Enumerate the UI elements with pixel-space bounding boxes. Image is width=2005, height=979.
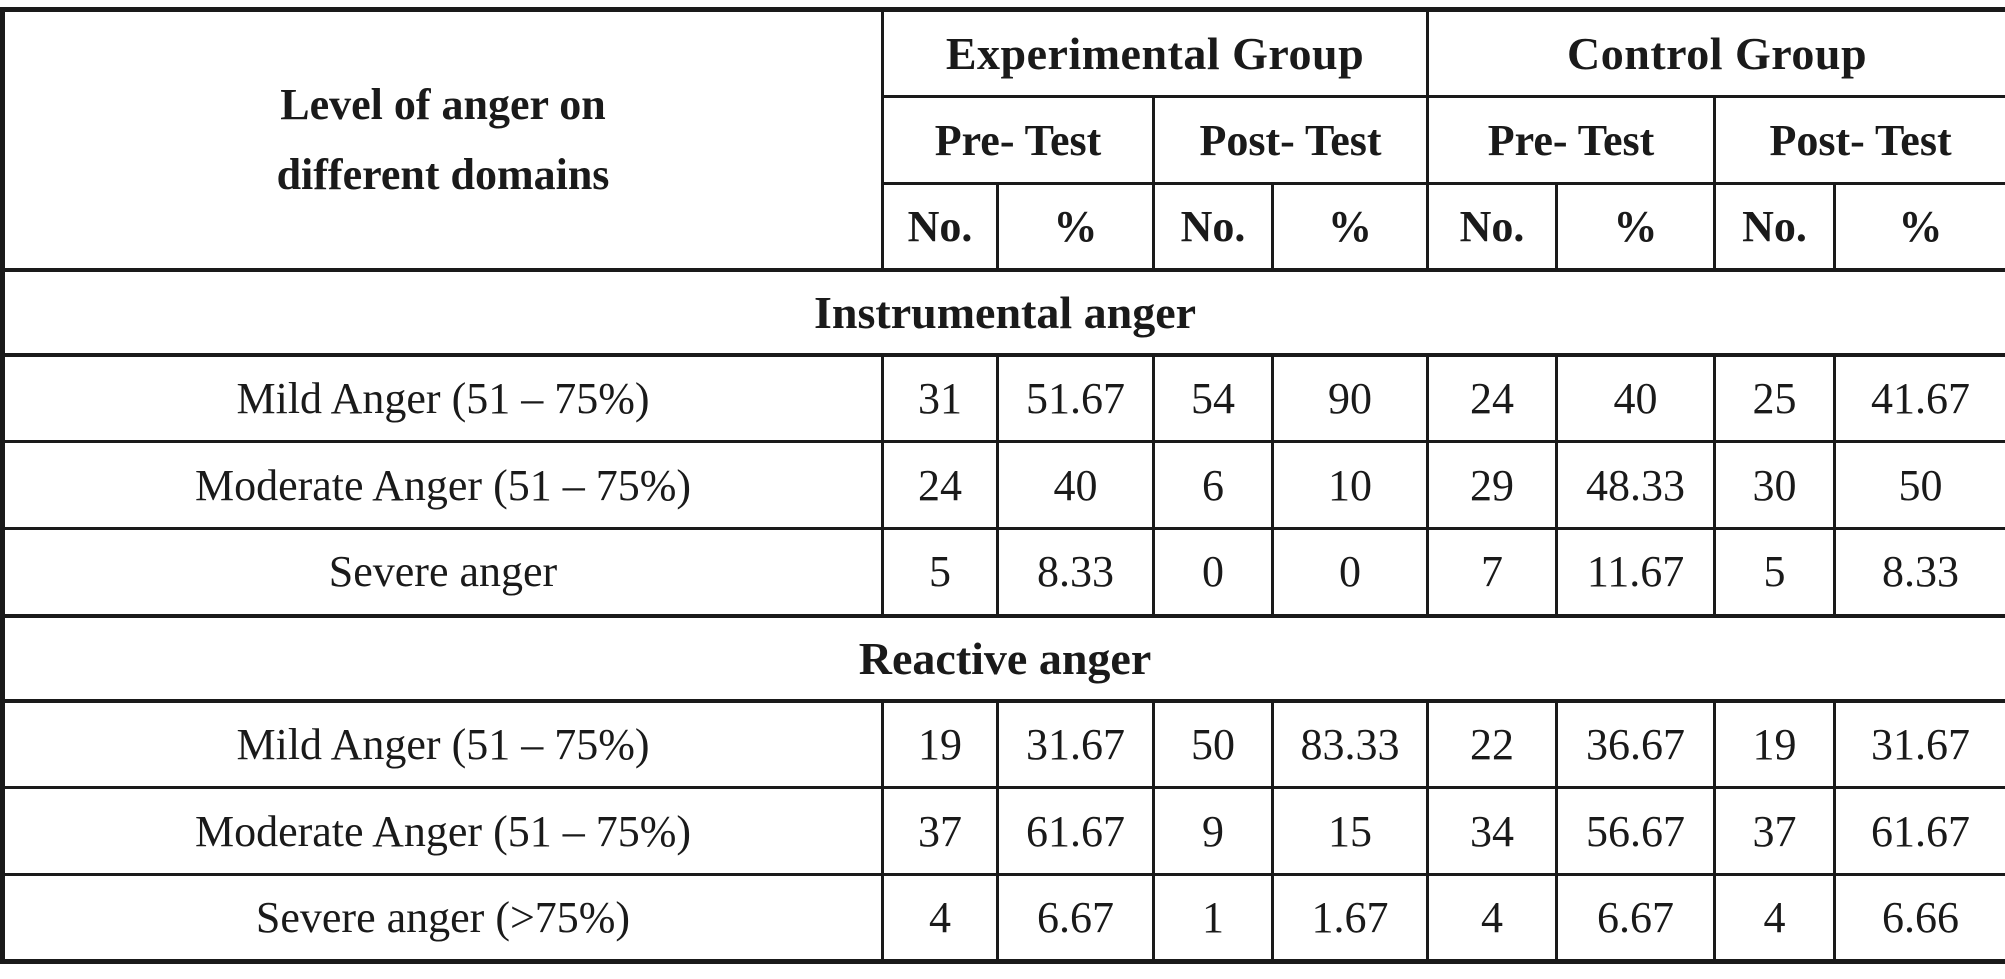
table-row: Moderate Anger (51 – 75%) 37 61.67 9 15 … <box>3 788 2005 875</box>
corner-header-line1: Level of anger on <box>5 70 881 140</box>
table-row: Mild Anger (51 – 75%) 31 51.67 54 90 24 … <box>3 355 2005 442</box>
data-cell: 41.67 <box>1835 355 2005 442</box>
row-label: Mild Anger (51 – 75%) <box>3 355 883 442</box>
data-cell: 31.67 <box>1835 701 2005 788</box>
subheader-pre-test-experimental: Pre- Test <box>883 97 1154 184</box>
col-header-no: No. <box>1428 184 1557 270</box>
data-cell: 6.67 <box>1557 875 1715 962</box>
data-cell: 4 <box>883 875 998 962</box>
data-cell: 31 <box>883 355 998 442</box>
data-cell: 8.33 <box>998 529 1154 616</box>
corner-header: Level of anger on different domains <box>3 10 883 270</box>
table-row: Severe anger 5 8.33 0 0 7 11.67 5 8.33 <box>3 529 2005 616</box>
data-cell: 5 <box>883 529 998 616</box>
data-cell: 29 <box>1428 442 1557 529</box>
data-cell: 37 <box>1715 788 1835 875</box>
group-header-control: Control Group <box>1428 10 2005 97</box>
data-cell: 50 <box>1154 701 1273 788</box>
data-cell: 11.67 <box>1557 529 1715 616</box>
data-cell: 61.67 <box>1835 788 2005 875</box>
section-row-reactive: Reactive anger <box>3 616 2005 701</box>
col-header-pct: % <box>1835 184 2005 270</box>
data-cell: 4 <box>1715 875 1835 962</box>
data-cell: 31.67 <box>998 701 1154 788</box>
data-cell: 4 <box>1428 875 1557 962</box>
row-label: Mild Anger (51 – 75%) <box>3 701 883 788</box>
data-cell: 37 <box>883 788 998 875</box>
data-cell: 48.33 <box>1557 442 1715 529</box>
col-header-pct: % <box>1273 184 1428 270</box>
col-header-no: No. <box>883 184 998 270</box>
data-cell: 83.33 <box>1273 701 1428 788</box>
data-cell: 54 <box>1154 355 1273 442</box>
data-cell: 24 <box>1428 355 1557 442</box>
data-cell: 0 <box>1154 529 1273 616</box>
data-cell: 24 <box>883 442 998 529</box>
col-header-no: No. <box>1715 184 1835 270</box>
data-cell: 19 <box>1715 701 1835 788</box>
data-cell: 25 <box>1715 355 1835 442</box>
data-cell: 8.33 <box>1835 529 2005 616</box>
data-cell: 9 <box>1154 788 1273 875</box>
corner-header-line2: different domains <box>5 140 881 210</box>
group-header-experimental: Experimental Group <box>883 10 1428 97</box>
subheader-post-test-experimental: Post- Test <box>1154 97 1428 184</box>
data-cell: 34 <box>1428 788 1557 875</box>
section-row-instrumental: Instrumental anger <box>3 270 2005 355</box>
data-cell: 90 <box>1273 355 1428 442</box>
row-label: Severe anger <box>3 529 883 616</box>
table-row: Severe anger (>75%) 4 6.67 1 1.67 4 6.67… <box>3 875 2005 962</box>
section-header-reactive: Reactive anger <box>3 616 2005 701</box>
data-cell: 6 <box>1154 442 1273 529</box>
data-cell: 6.66 <box>1835 875 2005 962</box>
col-header-pct: % <box>998 184 1154 270</box>
data-cell: 0 <box>1273 529 1428 616</box>
table-row: Mild Anger (51 – 75%) 19 31.67 50 83.33 … <box>3 701 2005 788</box>
data-cell: 19 <box>883 701 998 788</box>
col-header-no: No. <box>1154 184 1273 270</box>
anger-levels-table: Level of anger on different domains Expe… <box>0 7 2005 964</box>
table-row: Moderate Anger (51 – 75%) 24 40 6 10 29 … <box>3 442 2005 529</box>
section-header-instrumental: Instrumental anger <box>3 270 2005 355</box>
col-header-pct: % <box>1557 184 1715 270</box>
data-cell: 5 <box>1715 529 1835 616</box>
data-cell: 61.67 <box>998 788 1154 875</box>
data-cell: 1 <box>1154 875 1273 962</box>
data-cell: 40 <box>1557 355 1715 442</box>
data-cell: 7 <box>1428 529 1557 616</box>
row-label: Moderate Anger (51 – 75%) <box>3 442 883 529</box>
subheader-pre-test-control: Pre- Test <box>1428 97 1715 184</box>
data-cell: 56.67 <box>1557 788 1715 875</box>
data-cell: 36.67 <box>1557 701 1715 788</box>
data-cell: 10 <box>1273 442 1428 529</box>
row-label: Severe anger (>75%) <box>3 875 883 962</box>
data-cell: 22 <box>1428 701 1557 788</box>
data-cell: 50 <box>1835 442 2005 529</box>
row-label: Moderate Anger (51 – 75%) <box>3 788 883 875</box>
data-cell: 30 <box>1715 442 1835 529</box>
data-cell: 40 <box>998 442 1154 529</box>
data-cell: 51.67 <box>998 355 1154 442</box>
data-cell: 6.67 <box>998 875 1154 962</box>
subheader-post-test-control: Post- Test <box>1715 97 2005 184</box>
data-cell: 1.67 <box>1273 875 1428 962</box>
data-cell: 15 <box>1273 788 1428 875</box>
